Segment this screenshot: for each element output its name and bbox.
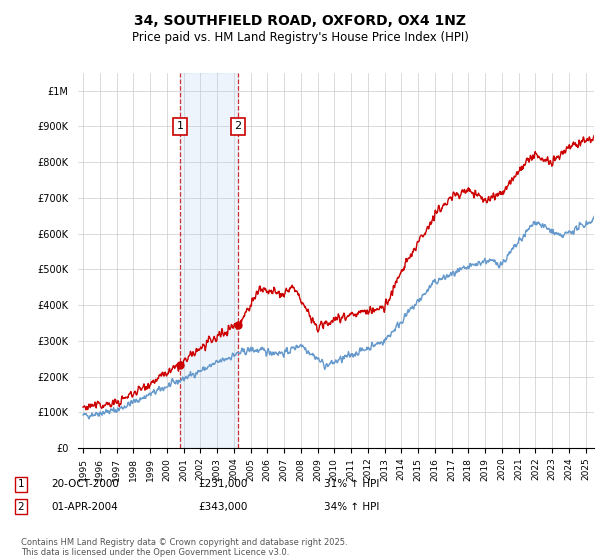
Text: Contains HM Land Registry data © Crown copyright and database right 2025.
This d: Contains HM Land Registry data © Crown c… (21, 538, 347, 557)
Text: 34, SOUTHFIELD ROAD, OXFORD, OX4 1NZ: 34, SOUTHFIELD ROAD, OXFORD, OX4 1NZ (134, 14, 466, 28)
Bar (180, 73, 238, 448)
Text: 34% ↑ HPI: 34% ↑ HPI (324, 502, 379, 512)
Text: 01-APR-2004: 01-APR-2004 (51, 502, 118, 512)
Text: £231,000: £231,000 (198, 479, 247, 489)
Text: 2: 2 (235, 122, 242, 132)
Text: 2: 2 (17, 502, 25, 512)
Text: £343,000: £343,000 (198, 502, 247, 512)
Text: 20-OCT-2000: 20-OCT-2000 (51, 479, 119, 489)
Text: Price paid vs. HM Land Registry's House Price Index (HPI): Price paid vs. HM Land Registry's House … (131, 31, 469, 44)
Text: 1: 1 (176, 122, 184, 132)
Text: 31% ↑ HPI: 31% ↑ HPI (324, 479, 379, 489)
Text: 1: 1 (17, 479, 25, 489)
